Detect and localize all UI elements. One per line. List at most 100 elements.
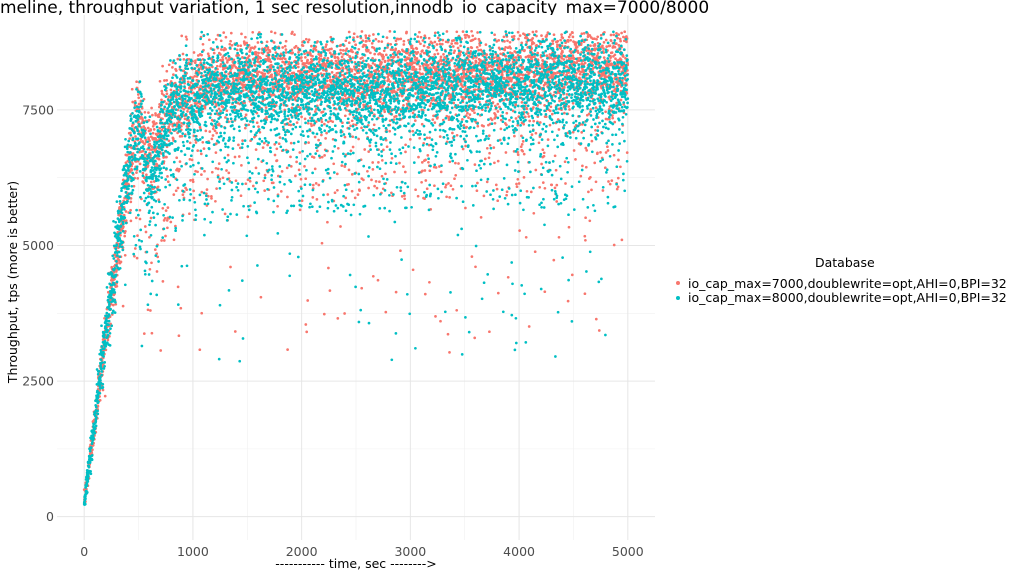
data-point: [131, 152, 135, 155]
data-point: [323, 122, 326, 126]
data-point: [161, 206, 165, 210]
data-point: [152, 128, 156, 131]
data-point: [476, 181, 479, 185]
data-point: [485, 53, 489, 56]
data-point: [611, 116, 615, 120]
data-point: [487, 156, 491, 160]
data-point: [348, 54, 352, 58]
data-point: [289, 141, 293, 145]
data-point: [503, 48, 507, 52]
data-point: [200, 173, 203, 176]
data-point: [343, 114, 347, 118]
data-point: [384, 53, 388, 57]
data-point: [344, 196, 348, 200]
data-point: [138, 162, 142, 166]
data-point: [163, 216, 167, 220]
data-point: [195, 110, 198, 113]
data-point: [256, 41, 260, 44]
data-point: [133, 247, 137, 250]
data-point: [604, 110, 607, 114]
data-point: [207, 54, 211, 58]
data-point: [508, 118, 511, 122]
data-point: [454, 173, 458, 177]
data-point: [583, 292, 587, 296]
data-point: [533, 250, 537, 254]
data-point: [531, 37, 535, 40]
data-point: [310, 44, 313, 48]
data-point: [124, 229, 127, 233]
data-point: [182, 69, 186, 73]
data-point: [470, 29, 473, 33]
data-point: [584, 146, 588, 150]
data-point: [545, 54, 549, 57]
data-point: [582, 32, 586, 35]
data-point: [518, 229, 521, 232]
data-point: [372, 33, 375, 36]
data-point: [396, 55, 400, 59]
data-point: [493, 161, 496, 165]
data-point: [272, 41, 276, 44]
data-point: [196, 149, 200, 152]
data-point: [604, 151, 608, 154]
data-point: [327, 266, 330, 270]
data-point: [534, 30, 538, 33]
data-point: [350, 119, 354, 123]
data-point: [476, 124, 480, 128]
data-point: [165, 219, 169, 222]
data-point: [418, 67, 422, 71]
data-point: [224, 35, 228, 39]
data-point: [360, 286, 364, 290]
data-point: [380, 159, 384, 162]
data-point: [493, 121, 497, 125]
data-point: [300, 59, 304, 63]
data-point: [198, 348, 202, 352]
data-point: [172, 73, 175, 76]
data-point: [247, 69, 250, 72]
data-point: [433, 53, 437, 56]
data-point: [294, 44, 298, 48]
data-point: [551, 42, 555, 45]
data-point: [326, 56, 330, 60]
data-point: [257, 125, 260, 128]
data-point: [617, 158, 620, 162]
data-point: [364, 34, 368, 37]
data-point: [367, 34, 371, 38]
data-point: [217, 107, 221, 111]
data-point: [467, 116, 470, 119]
data-point: [322, 312, 326, 316]
data-point: [175, 95, 178, 99]
data-point: [457, 162, 460, 165]
data-point: [370, 178, 373, 182]
data-point: [455, 30, 459, 34]
data-point: [488, 143, 492, 147]
data-point: [202, 147, 206, 150]
data-point: [607, 180, 610, 183]
data-point: [538, 121, 542, 124]
data-point: [323, 154, 326, 157]
data-point: [184, 35, 188, 39]
data-point: [134, 216, 138, 220]
data-point: [350, 69, 354, 73]
data-point: [244, 35, 247, 39]
data-point: [106, 338, 110, 342]
data-point: [552, 33, 556, 37]
data-point: [527, 325, 531, 328]
data-point: [171, 66, 174, 69]
data-point: [531, 30, 535, 34]
data-point: [399, 37, 403, 41]
data-point: [522, 152, 526, 156]
data-point: [398, 161, 401, 165]
data-point: [357, 137, 360, 141]
data-point: [167, 139, 171, 143]
data-point: [468, 113, 472, 116]
data-point: [517, 182, 521, 185]
data-point: [497, 39, 501, 42]
data-point: [426, 154, 430, 157]
data-point: [603, 166, 607, 170]
data-point: [403, 170, 407, 174]
data-point: [263, 72, 267, 76]
data-point: [155, 121, 158, 125]
data-point: [228, 42, 232, 46]
data-point: [344, 39, 348, 43]
data-point: [540, 34, 543, 37]
